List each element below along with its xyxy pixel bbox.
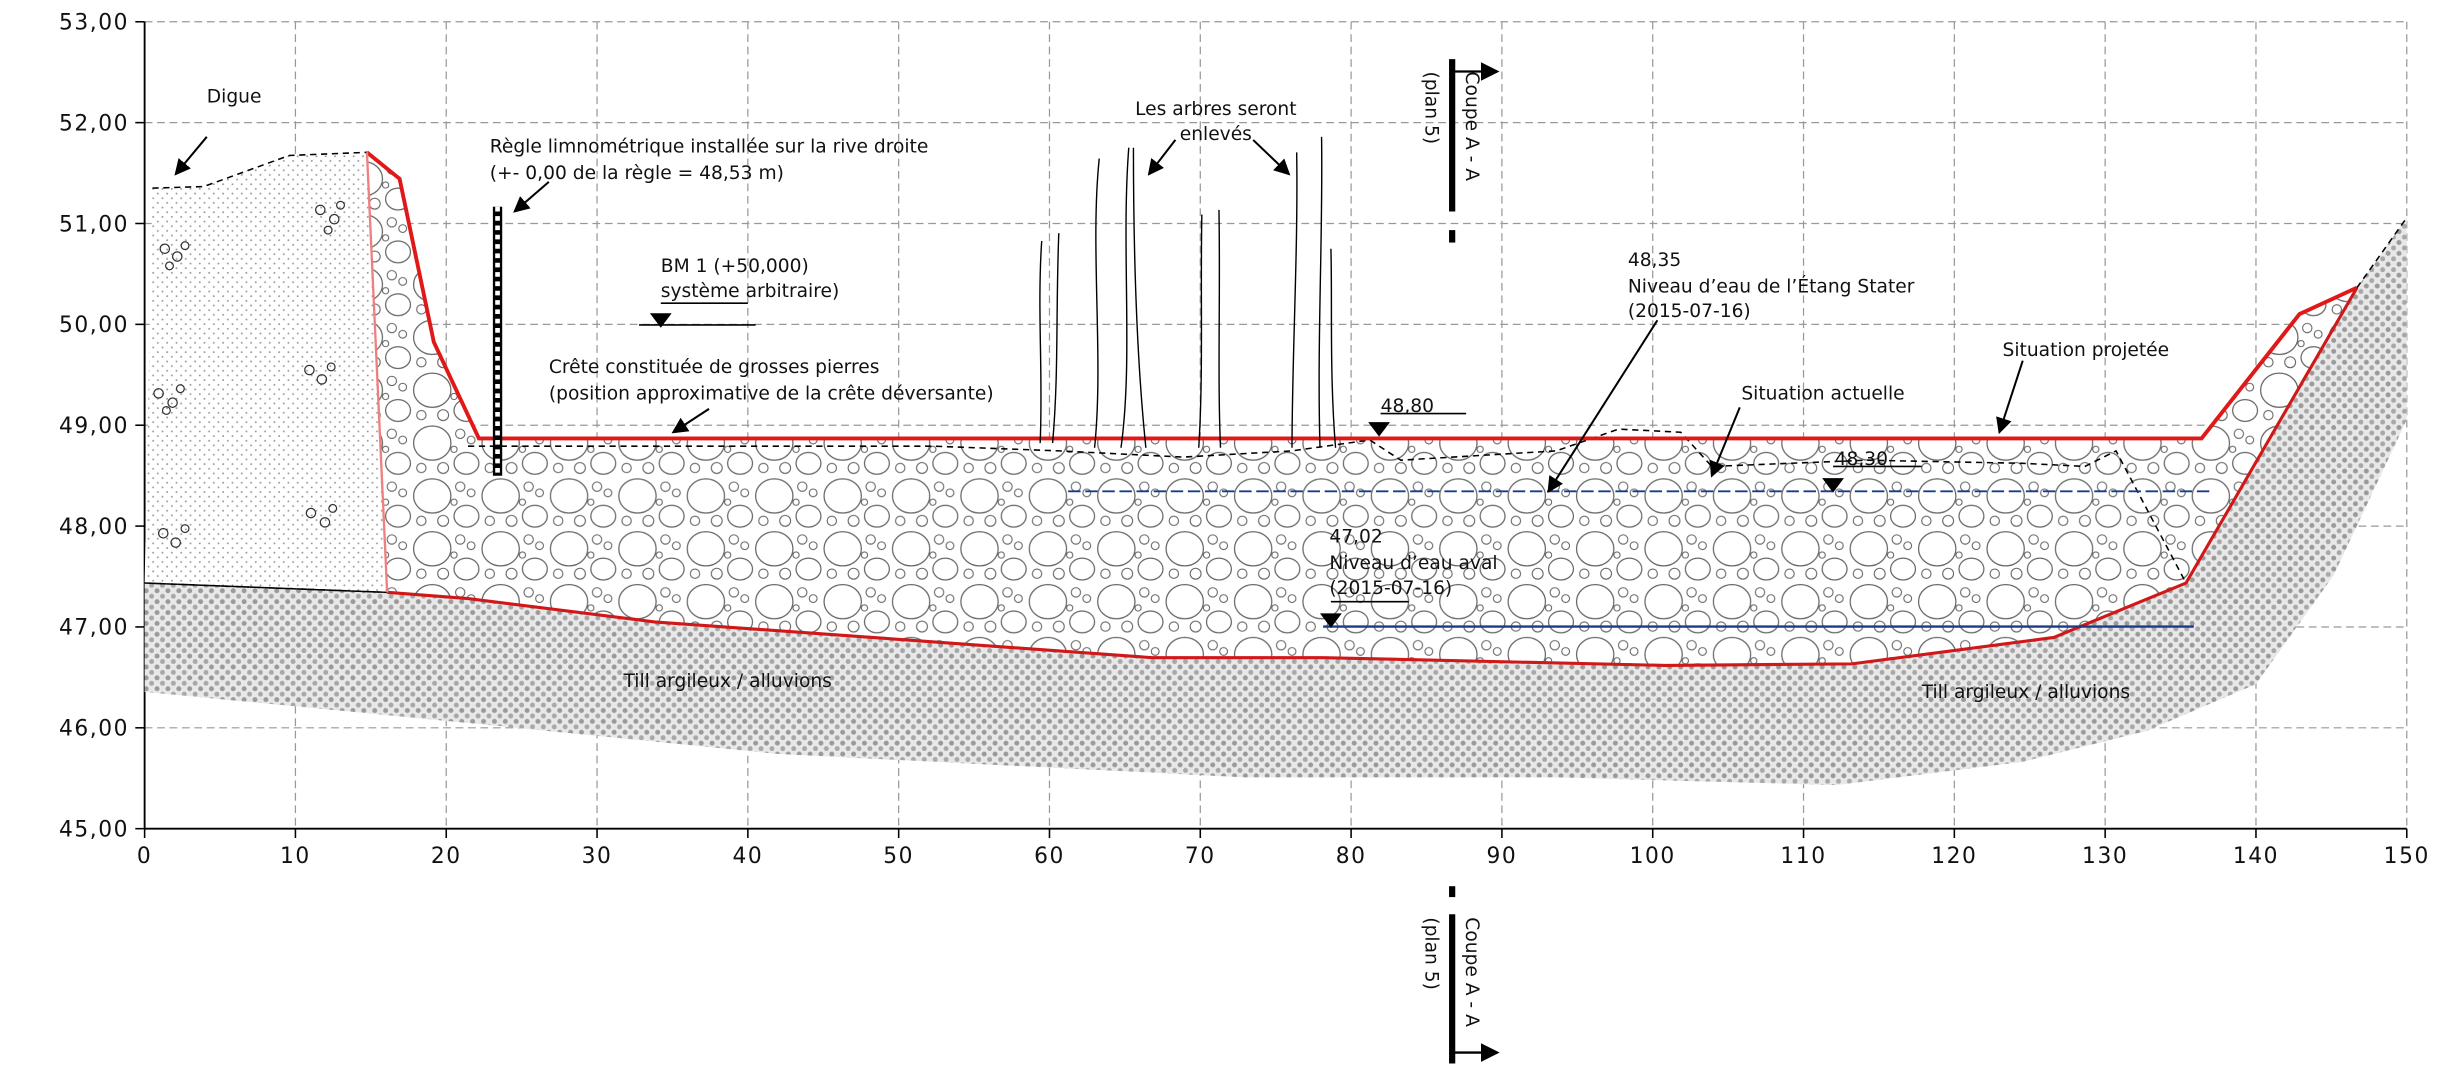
downstream-label: 47,02 <box>1329 527 1382 548</box>
rock-fill <box>366 152 2358 666</box>
soil-label: Till argileux / alluvions <box>622 671 831 692</box>
y-tick-label: 48,00 <box>59 515 129 540</box>
y-tick-label: 45,00 <box>59 817 129 842</box>
x-tick-label: 20 <box>431 844 462 869</box>
x-tick-label: 60 <box>1034 844 1065 869</box>
benchmark-label: BM 1 (+50,000) <box>661 256 809 277</box>
rock-edge <box>365 152 389 593</box>
y-tick-label: 50,00 <box>59 313 129 338</box>
annotations: Digue Règle limnométrique installée sur … <box>207 87 2169 703</box>
dike <box>144 151 388 594</box>
section-reference: (plan 5) <box>1421 72 1442 145</box>
crest-label: (position approximative de la crête déve… <box>549 384 994 405</box>
x-tick-label: 70 <box>1185 844 1216 869</box>
x-tick-label: 110 <box>1780 844 1826 869</box>
x-tick-label: 80 <box>1336 844 1367 869</box>
dike-stones <box>153 200 346 548</box>
x-tick-label: 120 <box>1931 844 1977 869</box>
upstream-label: Niveau d’eau de l’Étang Stater <box>1628 274 1915 297</box>
upstream-label: 48,35 <box>1628 250 1681 271</box>
level-label: 48,80 <box>1381 396 1434 417</box>
ruler-label: Règle limnométrique installée sur la riv… <box>490 136 929 157</box>
section-top: Coupe A - A (plan 5) <box>1421 59 1500 243</box>
soil-label: Till argileux / alluvions <box>1921 682 2130 703</box>
x-tick-label: 0 <box>137 844 152 869</box>
y-tick-label: 53,00 <box>59 11 129 36</box>
trees-label: Les arbres seront <box>1135 99 1296 120</box>
y-tick-label: 51,00 <box>59 212 129 237</box>
projected-profile <box>365 150 2358 441</box>
ruler-label: (+- 0,00 de la règle = 48,53 m) <box>490 163 784 184</box>
section-title: Coupe A - A <box>1461 72 1482 182</box>
y-tick-label: 52,00 <box>59 111 129 136</box>
y-tick-label: 47,00 <box>59 616 129 641</box>
x-tick-label: 30 <box>582 844 613 869</box>
x-tick-label: 130 <box>2082 844 2128 869</box>
bottom-profile <box>387 286 2359 667</box>
downstream-label: (2015-07-16) <box>1329 578 1452 599</box>
section-bottom: Coupe A - A (plan 5) <box>1421 886 1500 1064</box>
section-title: Coupe A - A <box>1461 917 1482 1027</box>
x-tick-label: 150 <box>2384 844 2430 869</box>
current-label: Situation actuelle <box>1741 384 1904 405</box>
crest-label: Crête constituée de grosses pierres <box>549 357 880 378</box>
x-tick-label: 90 <box>1487 844 1518 869</box>
y-tick-label: 49,00 <box>59 414 129 439</box>
trees-label: enlevés <box>1180 124 1252 145</box>
x-tick-label: 140 <box>2233 844 2279 869</box>
soil <box>144 217 2407 786</box>
x-tick-label: 100 <box>1630 844 1676 869</box>
arrows <box>174 136 2024 494</box>
trees <box>1039 136 1337 448</box>
x-tick-label: 10 <box>280 844 311 869</box>
dike-label: Digue <box>207 87 262 108</box>
x-tick-label: 50 <box>883 844 914 869</box>
current-profile <box>144 217 2408 594</box>
x-tick-label: 40 <box>732 844 763 869</box>
projected-label: Situation projetée <box>2003 340 2170 361</box>
upstream-label: (2015-07-16) <box>1628 301 1751 322</box>
level-label: 48,30 <box>1835 449 1888 470</box>
level-markers <box>639 302 1922 628</box>
y-tick-label: 46,00 <box>59 717 129 742</box>
downstream-label: Niveau d’eau aval <box>1329 553 1497 574</box>
section-reference: (plan 5) <box>1421 917 1442 990</box>
benchmark-label: système arbitraire) <box>661 281 839 302</box>
